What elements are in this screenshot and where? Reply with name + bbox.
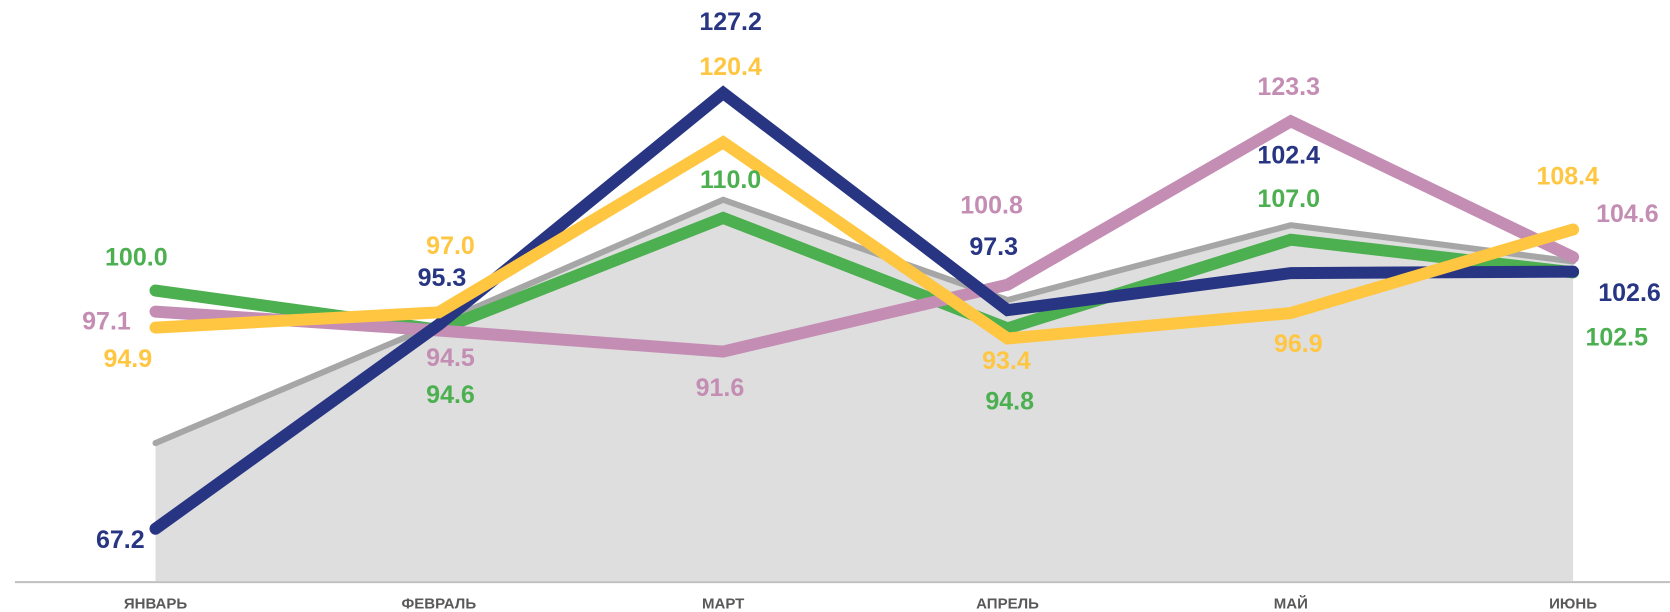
series-line bbox=[149, 114, 1580, 358]
data-label: 108.4 bbox=[1536, 163, 1599, 191]
data-label: 97.0 bbox=[426, 232, 475, 260]
x-tick-label: МАРТ bbox=[702, 596, 744, 612]
x-tick-label: МАЙ bbox=[1274, 595, 1308, 612]
data-label: 95.3 bbox=[418, 264, 467, 292]
data-label: 94.5 bbox=[426, 344, 475, 372]
data-label: 94.6 bbox=[426, 381, 475, 409]
area-fill bbox=[155, 199, 1574, 582]
series-line bbox=[149, 135, 1580, 345]
data-label: 127.2 bbox=[699, 8, 762, 36]
data-label: 94.8 bbox=[985, 388, 1034, 416]
data-label: 100.8 bbox=[960, 191, 1023, 219]
data-label: 97.3 bbox=[969, 233, 1018, 261]
data-label: 100.0 bbox=[105, 244, 168, 272]
series-line bbox=[152, 196, 1577, 447]
data-label: 91.6 bbox=[696, 374, 745, 402]
data-label: 97.1 bbox=[82, 308, 131, 336]
series-line bbox=[149, 85, 1580, 535]
data-label: 102.6 bbox=[1598, 279, 1661, 307]
data-label: 107.0 bbox=[1257, 185, 1320, 213]
data-label: 120.4 bbox=[699, 53, 762, 81]
x-tick-label: ИЮНЬ bbox=[1549, 596, 1597, 612]
data-label: 104.6 bbox=[1596, 200, 1659, 228]
data-label: 123.3 bbox=[1257, 73, 1320, 101]
x-tick-label: ЯНВАРЬ bbox=[124, 596, 188, 612]
data-label: 102.4 bbox=[1257, 141, 1320, 169]
data-label: 96.9 bbox=[1274, 330, 1323, 358]
data-label: 102.5 bbox=[1585, 324, 1648, 352]
data-label: 93.4 bbox=[982, 347, 1031, 375]
x-tick-label: ФЕВРАЛЬ bbox=[401, 596, 476, 612]
data-label: 67.2 bbox=[96, 526, 145, 554]
data-label: 110.0 bbox=[700, 166, 761, 194]
data-label: 94.9 bbox=[103, 345, 152, 373]
x-tick-label: АПРЕЛЬ bbox=[976, 596, 1039, 612]
